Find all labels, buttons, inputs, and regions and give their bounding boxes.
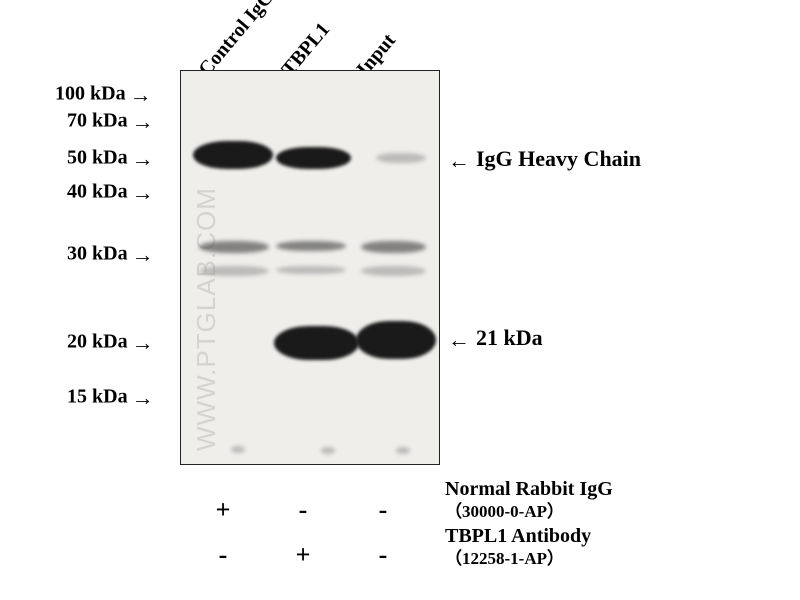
arrow-left-icon: ← <box>448 148 470 174</box>
marker-70kda-text: 70 kDa <box>67 110 128 132</box>
blot-image: WWW.PTGLAB.COM <box>180 70 440 465</box>
arrow-right-icon: → <box>132 109 154 135</box>
pm-row1-col1: + <box>183 495 263 525</box>
band-lane2-30k-upper <box>276 241 346 251</box>
lane-label-control-igg: Control IgG <box>194 0 279 81</box>
pm-row2-col2: + <box>263 540 343 570</box>
label-tbpl1-ab-cat: （12258-1-AP） <box>445 549 564 568</box>
figure-container: Control IgG TBPL1 Input WWW.PTGLAB.COM 1… <box>0 0 800 600</box>
arrow-right-icon: → <box>130 82 152 108</box>
marker-15kda: 15 kDa→ <box>67 385 154 411</box>
band-lane1-30k-lower <box>199 266 269 276</box>
band-lane3-30k-lower <box>361 266 426 276</box>
label-tbpl1-ab-text: TBPL1 Antibody <box>445 525 591 547</box>
band-lane3-21k <box>356 321 436 359</box>
marker-30kda-text: 30 kDa <box>67 243 128 265</box>
label-rabbit-igg-text: Normal Rabbit IgG <box>445 478 613 500</box>
band-lane1-30k-upper <box>199 241 269 253</box>
arrow-right-icon: → <box>132 242 154 268</box>
band-lane2-30k-lower <box>276 266 346 274</box>
label-21kda-text: 21 kDa <box>476 325 543 350</box>
band-dot-3 <box>396 447 410 454</box>
marker-50kda-text: 50 kDa <box>67 147 128 169</box>
watermark-text: WWW.PTGLAB.COM <box>191 187 222 451</box>
arrow-right-icon: → <box>132 180 154 206</box>
marker-100kda: 100 kDa→ <box>55 82 152 108</box>
pm-row2-col1: - <box>183 540 263 570</box>
label-rabbit-igg: Normal Rabbit IgG （30000-0-AP） <box>445 478 613 522</box>
arrow-right-icon: → <box>132 330 154 356</box>
band-lane3-heavy <box>376 153 426 163</box>
arrow-right-icon: → <box>132 146 154 172</box>
arrow-right-icon: → <box>132 385 154 411</box>
label-heavy-chain-text: IgG Heavy Chain <box>476 146 641 171</box>
arrow-left-icon: ← <box>448 327 470 353</box>
band-lane1-heavy <box>193 141 273 169</box>
marker-70kda: 70 kDa→ <box>67 109 154 135</box>
pm-row2-col3: - <box>343 540 423 570</box>
band-lane2-heavy <box>276 147 351 169</box>
label-rabbit-igg-cat: （30000-0-AP） <box>445 502 564 521</box>
marker-20kda-text: 20 kDa <box>67 331 128 353</box>
band-lane2-21k <box>274 326 359 360</box>
marker-40kda: 40 kDa→ <box>67 180 154 206</box>
label-tbpl1-ab: TBPL1 Antibody （12258-1-AP） <box>445 525 591 569</box>
pm-row1-col2: - <box>263 495 343 525</box>
marker-20kda: 20 kDa→ <box>67 330 154 356</box>
label-21kda: ←21 kDa <box>448 325 543 353</box>
label-heavy-chain: ←IgG Heavy Chain <box>448 146 641 174</box>
band-dot-2 <box>321 447 335 454</box>
marker-40kda-text: 40 kDa <box>67 181 128 203</box>
marker-15kda-text: 15 kDa <box>67 386 128 408</box>
marker-100kda-text: 100 kDa <box>55 83 126 105</box>
band-dot-1 <box>231 446 245 453</box>
marker-30kda: 30 kDa→ <box>67 242 154 268</box>
band-lane3-30k-upper <box>361 241 426 253</box>
pm-row1-col3: - <box>343 495 423 525</box>
marker-50kda: 50 kDa→ <box>67 146 154 172</box>
